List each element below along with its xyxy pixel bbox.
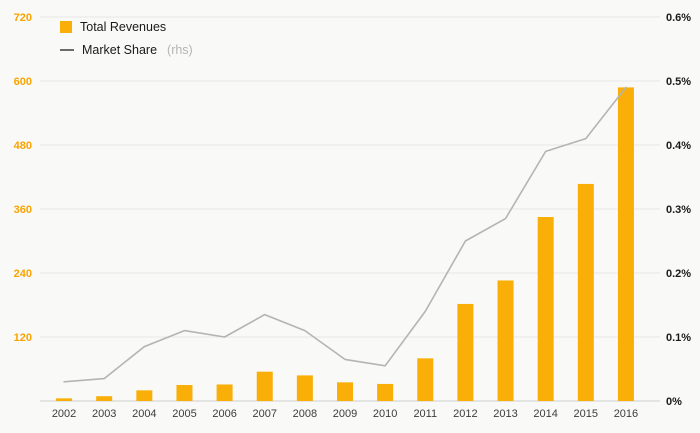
- revenue-bar[interactable]: [577, 183, 594, 401]
- x-axis-tick-label: 2013: [493, 408, 517, 420]
- x-axis-tick-label: 2011: [413, 408, 437, 420]
- legend-total-revenues-label: Total Revenues: [80, 20, 167, 34]
- x-axis-tick-label: 2003: [92, 408, 116, 420]
- left-axis-tick-label: 720: [14, 12, 32, 24]
- x-axis-tick-label: 2004: [132, 408, 156, 420]
- revenue-bar[interactable]: [497, 280, 514, 401]
- right-axis-tick-label: 0.1%: [666, 332, 691, 344]
- right-axis-tick-label: 0.5%: [666, 76, 691, 88]
- x-axis-tick-label: 2009: [333, 408, 357, 420]
- x-axis-tick-label: 2016: [614, 408, 638, 420]
- right-axis-tick-label: 0.2%: [666, 268, 691, 280]
- legend-total-revenues[interactable]: Total Revenues: [60, 20, 193, 34]
- x-axis-tick-label: 2006: [212, 408, 236, 420]
- x-axis-tick-label: 2010: [373, 408, 397, 420]
- revenue-bar[interactable]: [96, 396, 113, 401]
- left-axis-tick-label: 480: [14, 140, 32, 152]
- market-share-line-icon: [60, 49, 74, 51]
- legend-market-share-label: Market Share: [82, 43, 158, 57]
- right-axis-tick-label: 0.6%: [666, 12, 691, 24]
- legend-market-share[interactable]: Market Share (rhs): [60, 43, 193, 57]
- revenue-bar[interactable]: [256, 371, 273, 401]
- x-axis-tick-label: 2005: [172, 408, 196, 420]
- revenue-bar[interactable]: [56, 398, 73, 401]
- revenue-bar[interactable]: [216, 384, 233, 401]
- market-share-line: [63, 86, 627, 383]
- x-axis-tick-label: 2015: [574, 408, 598, 420]
- right-axis-tick-label: 0.4%: [666, 140, 691, 152]
- left-axis-tick-label: 240: [14, 268, 32, 280]
- left-axis-tick-label: 360: [14, 204, 32, 216]
- revenue-bar[interactable]: [377, 383, 394, 401]
- revenue-bar[interactable]: [337, 382, 353, 401]
- left-axis-tick-label: 600: [14, 76, 32, 88]
- revenue-bar[interactable]: [176, 385, 193, 401]
- left-axis-tick-label: 120: [14, 332, 32, 344]
- legend-market-share-suffix: (rhs): [167, 43, 193, 57]
- x-axis-tick-label: 2014: [533, 408, 557, 420]
- x-axis-tick-label: 2002: [52, 408, 76, 420]
- chart-legend: Total Revenues Market Share (rhs): [60, 20, 193, 57]
- revenue-bar[interactable]: [617, 87, 634, 402]
- right-axis-tick-label: 0%: [666, 396, 682, 408]
- revenue-bar[interactable]: [296, 375, 313, 401]
- revenue-bar[interactable]: [457, 303, 474, 401]
- right-axis-tick-label: 0.3%: [666, 204, 691, 216]
- x-axis-tick-label: 2007: [252, 408, 276, 420]
- revenue-bar[interactable]: [537, 217, 554, 401]
- x-axis-tick-label: 2012: [453, 408, 477, 420]
- revenue-bar[interactable]: [136, 390, 153, 401]
- revenue-bar[interactable]: [417, 358, 434, 401]
- revenue-swatch-icon: [60, 21, 72, 33]
- x-axis-tick-label: 2008: [293, 408, 317, 420]
